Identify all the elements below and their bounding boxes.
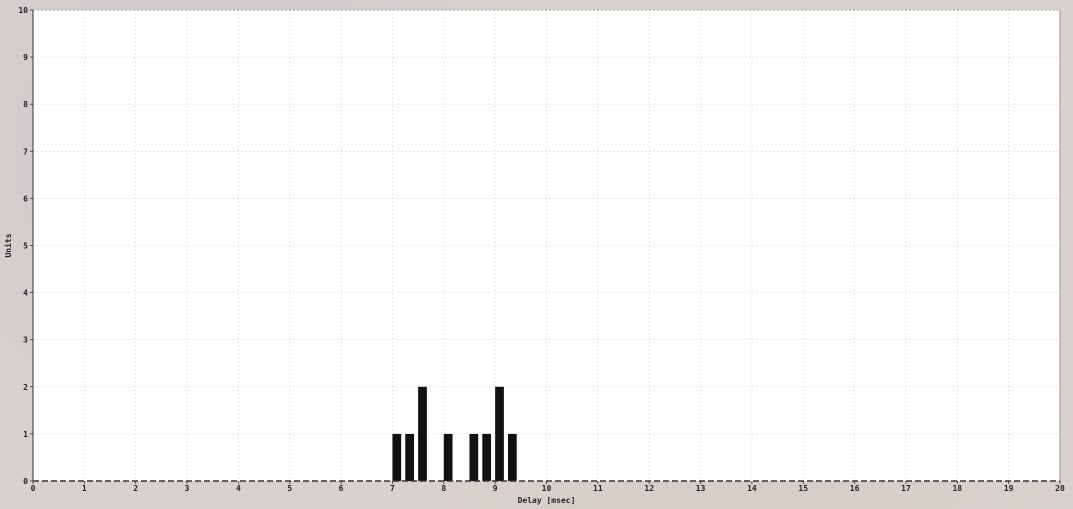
x-axis-label: Delay [msec]: [518, 496, 576, 505]
x-tick-label: 20: [1055, 484, 1065, 493]
x-tick-label: 18: [952, 484, 962, 493]
x-tick-label: 10: [542, 484, 552, 493]
y-tick-label: 3: [23, 336, 28, 345]
x-tick-label: 14: [747, 484, 757, 493]
x-tick-label: 7: [390, 484, 395, 493]
y-tick-label: 5: [23, 242, 28, 251]
bar: [418, 386, 427, 481]
x-tick-label: 16: [850, 484, 860, 493]
x-tick-label: 4: [236, 484, 241, 493]
x-tick-label: 0: [31, 484, 36, 493]
bar: [482, 433, 492, 481]
y-tick-label: 2: [23, 383, 28, 392]
x-tick-label: 2: [133, 484, 138, 493]
x-tick-label: 5: [287, 484, 292, 493]
y-tick-label: 0: [23, 477, 28, 486]
x-tick-label: 1: [82, 484, 87, 493]
bar: [495, 386, 504, 481]
x-tick-label: 17: [901, 484, 911, 493]
x-tick-label: 13: [696, 484, 706, 493]
y-tick-label: 8: [23, 100, 28, 109]
y-tick-label: 1: [23, 430, 28, 439]
x-tick-label: 8: [441, 484, 446, 493]
x-tick-label: 11: [593, 484, 603, 493]
y-tick-label: 4: [23, 289, 28, 298]
tick-labels: 0 1 2 3 4 5 6 7 8 9 10 11 12 13 14 15 16 17 18 19 2001234567…: [18, 6, 1065, 493]
x-tick-label: 15: [798, 484, 808, 493]
bars: [392, 386, 517, 481]
y-tick-label: 9: [23, 53, 28, 62]
bar: [469, 433, 479, 481]
bar: [443, 433, 453, 481]
y-axis-label: Units: [3, 233, 13, 257]
y-tick-label: 10: [18, 6, 28, 15]
x-tick-label: 12: [644, 484, 654, 493]
x-tick-label: 3: [185, 484, 190, 493]
y-tick-label: 7: [23, 147, 28, 156]
y-tick-label: 6: [23, 194, 28, 203]
bar: [507, 433, 517, 481]
bar: [405, 433, 415, 481]
x-tick-label: 6: [339, 484, 344, 493]
x-tick-label: 19: [1004, 484, 1014, 493]
x-tick-label: 9: [493, 484, 498, 493]
bar: [392, 433, 402, 481]
